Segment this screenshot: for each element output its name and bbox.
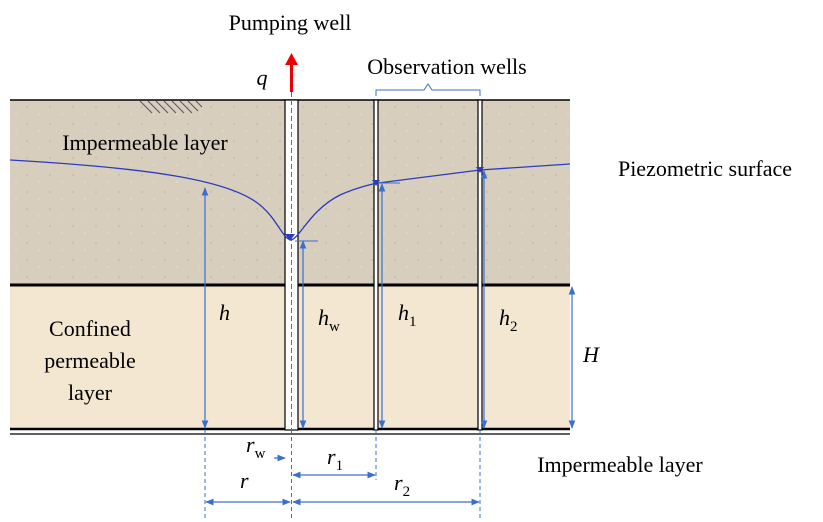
layer-label: Confined — [49, 316, 131, 341]
height-label: h — [219, 300, 230, 325]
label-part: h — [219, 300, 230, 325]
label-part: 2 — [403, 484, 411, 500]
water-level-marker — [285, 167, 484, 241]
label-part: r — [246, 432, 255, 457]
label-part: h — [398, 300, 409, 325]
label-part: h — [318, 305, 329, 330]
observation-well — [477, 99, 483, 431]
brace — [375, 83, 481, 96]
radius-label: r1 — [327, 444, 343, 474]
layer-label: permeable — [44, 348, 136, 373]
label-part: 1 — [409, 314, 417, 330]
label-part: w — [329, 319, 340, 335]
label-part: r — [327, 444, 336, 469]
height-label: h1 — [398, 300, 417, 330]
label-part: 1 — [336, 458, 344, 474]
observation-label: Observation wells — [367, 54, 526, 79]
layer-label: Impermeable layer — [62, 130, 228, 155]
radius-label: rw — [246, 432, 266, 462]
label-part: w — [255, 446, 266, 462]
layer-label: layer — [68, 380, 113, 405]
title: Pumping well — [229, 10, 352, 35]
observation-well — [373, 99, 379, 431]
label-part: 2 — [510, 319, 518, 335]
layer-label: Impermeable layer — [537, 452, 703, 477]
ground-hatch — [139, 100, 203, 114]
label-part: h — [499, 305, 510, 330]
thickness-label: H — [582, 342, 600, 367]
flow-arrow-head — [285, 53, 298, 65]
surface-label: Piezometric surface — [618, 156, 792, 181]
label-part: r — [240, 468, 249, 493]
height-label: h2 — [499, 305, 518, 335]
radius-label: r2 — [394, 470, 410, 500]
flow-symbol: q — [257, 65, 268, 90]
label-part: r — [394, 470, 403, 495]
radius-label: r — [240, 468, 249, 493]
height-label: hw — [318, 305, 340, 335]
piezometric-curve — [9, 159, 571, 241]
